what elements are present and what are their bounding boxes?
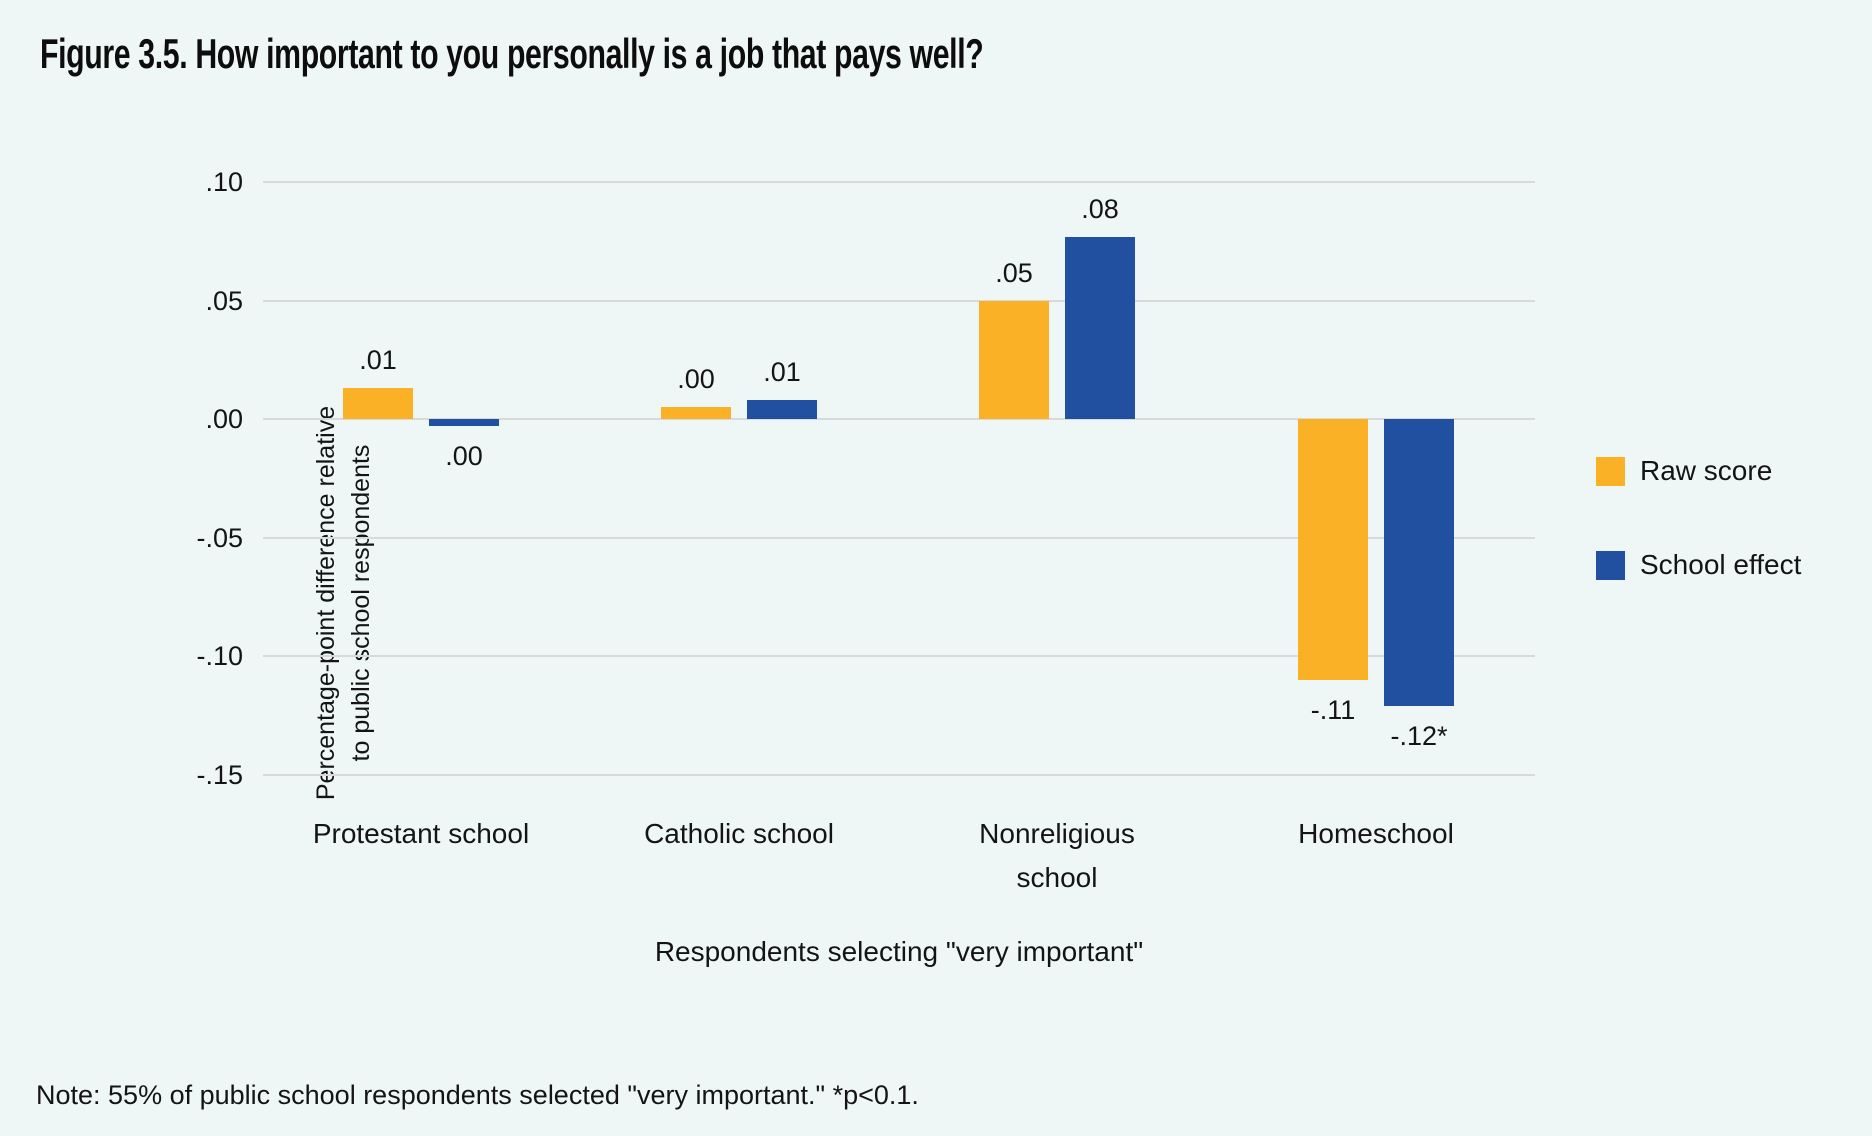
bar-school-effect	[747, 400, 817, 420]
y-tick-label: .00	[205, 404, 243, 435]
legend-label: Raw score	[1640, 455, 1773, 486]
value-label: -.12*	[1390, 721, 1448, 752]
legend-swatch-icon	[1596, 456, 1625, 486]
bar-raw-score	[1298, 419, 1368, 681]
category-label: Catholic school	[579, 812, 899, 856]
gridline	[263, 536, 1535, 539]
bar-raw-score	[661, 407, 731, 420]
bar-raw-score	[979, 300, 1049, 420]
figure-title: Figure 3.5. How important to you persona…	[40, 30, 984, 77]
gridline	[263, 655, 1535, 658]
value-label: -.11	[1310, 695, 1356, 726]
legend-label: School effect	[1640, 549, 1802, 580]
value-label: .00	[677, 364, 715, 395]
bar-school-effect	[1065, 236, 1135, 420]
value-label: .01	[359, 345, 397, 376]
bar-raw-score	[343, 388, 413, 420]
y-tick-label: -.10	[196, 641, 243, 672]
gridline	[263, 181, 1535, 183]
y-tick-label: -.15	[196, 760, 243, 790]
bar-school-effect	[1384, 419, 1454, 707]
category-label-line: Catholic school	[644, 818, 834, 849]
value-label: .05	[995, 257, 1033, 288]
category-label: Nonreligious school	[897, 812, 1217, 900]
category-label-line: Nonreligious	[979, 818, 1135, 849]
value-label: .01	[763, 357, 801, 388]
gridline	[263, 418, 1535, 421]
legend-swatch-icon	[1596, 550, 1625, 580]
category-label: Homeschool	[1216, 812, 1536, 856]
y-tick-label: .05	[205, 285, 243, 316]
y-tick-label: .10	[205, 167, 243, 197]
value-label: .08	[1081, 193, 1119, 224]
legend-item: Raw score	[1596, 451, 1866, 491]
category-label-line: Homeschool	[1298, 818, 1454, 849]
category-label-line: school	[1016, 862, 1098, 893]
gridline	[263, 774, 1535, 776]
legend: Raw score School effect	[1596, 451, 1866, 639]
category-label-line: Protestant school	[312, 818, 530, 849]
value-label: .00	[445, 441, 483, 472]
y-tick-label: -.05	[196, 522, 243, 553]
category-label: Protestant school	[261, 812, 581, 856]
note-text: Note: 55% of public school respondents s…	[36, 1080, 919, 1110]
gridline	[263, 299, 1535, 302]
legend-item: School effect	[1596, 545, 1866, 585]
bar-school-effect	[429, 419, 499, 427]
plot-area: Percentage-point difference relative to …	[196, 167, 1535, 893]
x-axis-title: Respondents selecting "very important"	[654, 936, 1144, 967]
